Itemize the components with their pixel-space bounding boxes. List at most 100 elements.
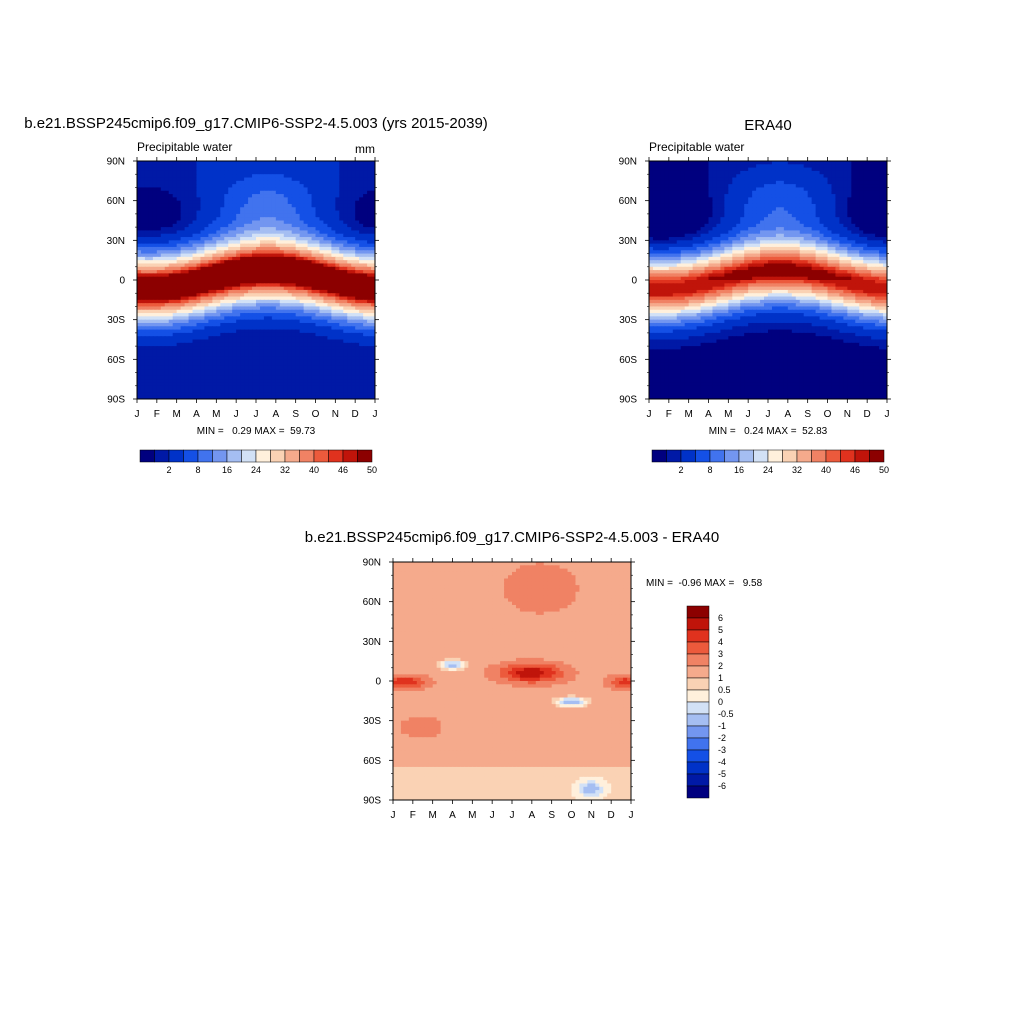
contour-cell bbox=[319, 303, 325, 308]
contour-cell bbox=[212, 362, 217, 367]
contour-cell bbox=[228, 161, 233, 165]
contour-cell bbox=[180, 309, 186, 314]
contour-cell bbox=[204, 237, 209, 241]
contour-cell bbox=[140, 299, 146, 304]
contour-cell bbox=[263, 256, 269, 261]
contour-cell bbox=[148, 372, 154, 377]
contour-cell bbox=[196, 220, 202, 225]
contour-cell bbox=[252, 365, 257, 370]
contour-cell bbox=[244, 346, 249, 351]
contour-cell bbox=[172, 372, 178, 377]
contour-cell bbox=[803, 174, 809, 179]
contour-cell bbox=[315, 309, 321, 314]
contour-cell bbox=[228, 180, 233, 185]
contour-cell bbox=[291, 369, 297, 374]
contour-cell bbox=[295, 250, 301, 255]
contour-cell bbox=[367, 369, 372, 374]
contour-cell bbox=[208, 280, 213, 284]
contour-cell bbox=[319, 349, 325, 354]
contour-cell bbox=[307, 372, 313, 377]
contour-cell bbox=[152, 260, 158, 265]
contour-cell bbox=[339, 372, 344, 377]
contour-cell bbox=[319, 210, 325, 215]
contour-cell bbox=[144, 167, 150, 172]
contour-cell bbox=[299, 293, 305, 298]
contour-cell bbox=[319, 326, 325, 331]
contour-cell bbox=[752, 180, 757, 185]
contour-cell bbox=[311, 253, 317, 258]
contour-cell bbox=[140, 356, 146, 360]
contour-cell bbox=[319, 309, 325, 314]
contour-cell bbox=[216, 207, 221, 212]
contour-cell bbox=[236, 207, 241, 212]
contour-cell bbox=[347, 184, 352, 189]
contour-cell bbox=[267, 352, 273, 357]
contour-cell bbox=[208, 194, 213, 198]
contour-cell bbox=[736, 167, 741, 172]
contour-cell bbox=[244, 161, 249, 165]
contour-cell bbox=[839, 161, 844, 165]
contour-cell bbox=[204, 339, 209, 344]
contour-cell bbox=[196, 253, 202, 258]
contour-cell bbox=[331, 342, 336, 347]
contour-cell bbox=[220, 395, 225, 399]
contour-cell bbox=[287, 346, 293, 351]
contour-cell bbox=[315, 246, 321, 251]
contour-cell bbox=[311, 167, 317, 172]
contour-cell bbox=[144, 223, 150, 228]
contour-cell bbox=[196, 161, 202, 165]
contour-cell bbox=[140, 207, 146, 212]
contour-cell bbox=[351, 250, 356, 255]
contour-cell bbox=[256, 253, 261, 258]
contour-cell bbox=[863, 184, 868, 189]
contour-cell bbox=[168, 382, 174, 387]
contour-cell bbox=[176, 167, 182, 172]
contour-cell bbox=[180, 266, 186, 271]
contour-cell bbox=[156, 389, 162, 393]
contour-cell bbox=[196, 352, 202, 357]
contour-cell bbox=[271, 362, 277, 367]
contour-cell bbox=[728, 161, 733, 165]
contour-cell bbox=[263, 243, 269, 248]
contour-cell bbox=[347, 382, 352, 387]
contour-cell bbox=[351, 256, 356, 261]
contour-cell bbox=[327, 349, 332, 354]
contour-cell bbox=[708, 190, 714, 195]
contour-cell bbox=[244, 266, 249, 271]
contour-cell bbox=[259, 369, 265, 374]
contour-cell bbox=[212, 250, 217, 255]
contour-cell bbox=[271, 342, 277, 347]
contour-cell bbox=[140, 280, 146, 284]
contour-cell bbox=[355, 187, 360, 192]
contour-cell bbox=[224, 382, 229, 387]
contour-cell bbox=[192, 303, 198, 308]
contour-cell bbox=[319, 283, 325, 288]
contour-cell bbox=[283, 306, 289, 311]
contour-cell bbox=[343, 316, 348, 321]
contour-cell bbox=[160, 379, 166, 384]
contour-cell bbox=[152, 329, 158, 334]
contour-cell bbox=[827, 164, 833, 169]
contour-cell bbox=[287, 200, 293, 205]
contour-cell bbox=[355, 263, 360, 268]
contour-cell bbox=[180, 273, 186, 278]
contour-cell bbox=[367, 283, 372, 288]
contour-cell bbox=[335, 213, 340, 218]
contour-cell bbox=[148, 174, 154, 179]
contour-cell bbox=[216, 346, 221, 351]
contour-cell bbox=[192, 362, 198, 367]
contour-cell bbox=[335, 227, 340, 232]
contour-cell bbox=[259, 336, 265, 341]
contour-cell bbox=[140, 316, 146, 321]
contour-cell bbox=[267, 213, 273, 218]
contour-cell bbox=[184, 170, 190, 175]
contour-cell bbox=[184, 263, 190, 268]
contour-cell bbox=[303, 276, 309, 281]
contour-cell bbox=[196, 395, 202, 399]
contour-cell bbox=[176, 352, 182, 357]
contour-cell bbox=[311, 389, 317, 393]
contour-cell bbox=[315, 167, 321, 172]
contour-cell bbox=[363, 339, 368, 344]
contour-cell bbox=[208, 362, 213, 367]
contour-cell bbox=[359, 240, 364, 245]
